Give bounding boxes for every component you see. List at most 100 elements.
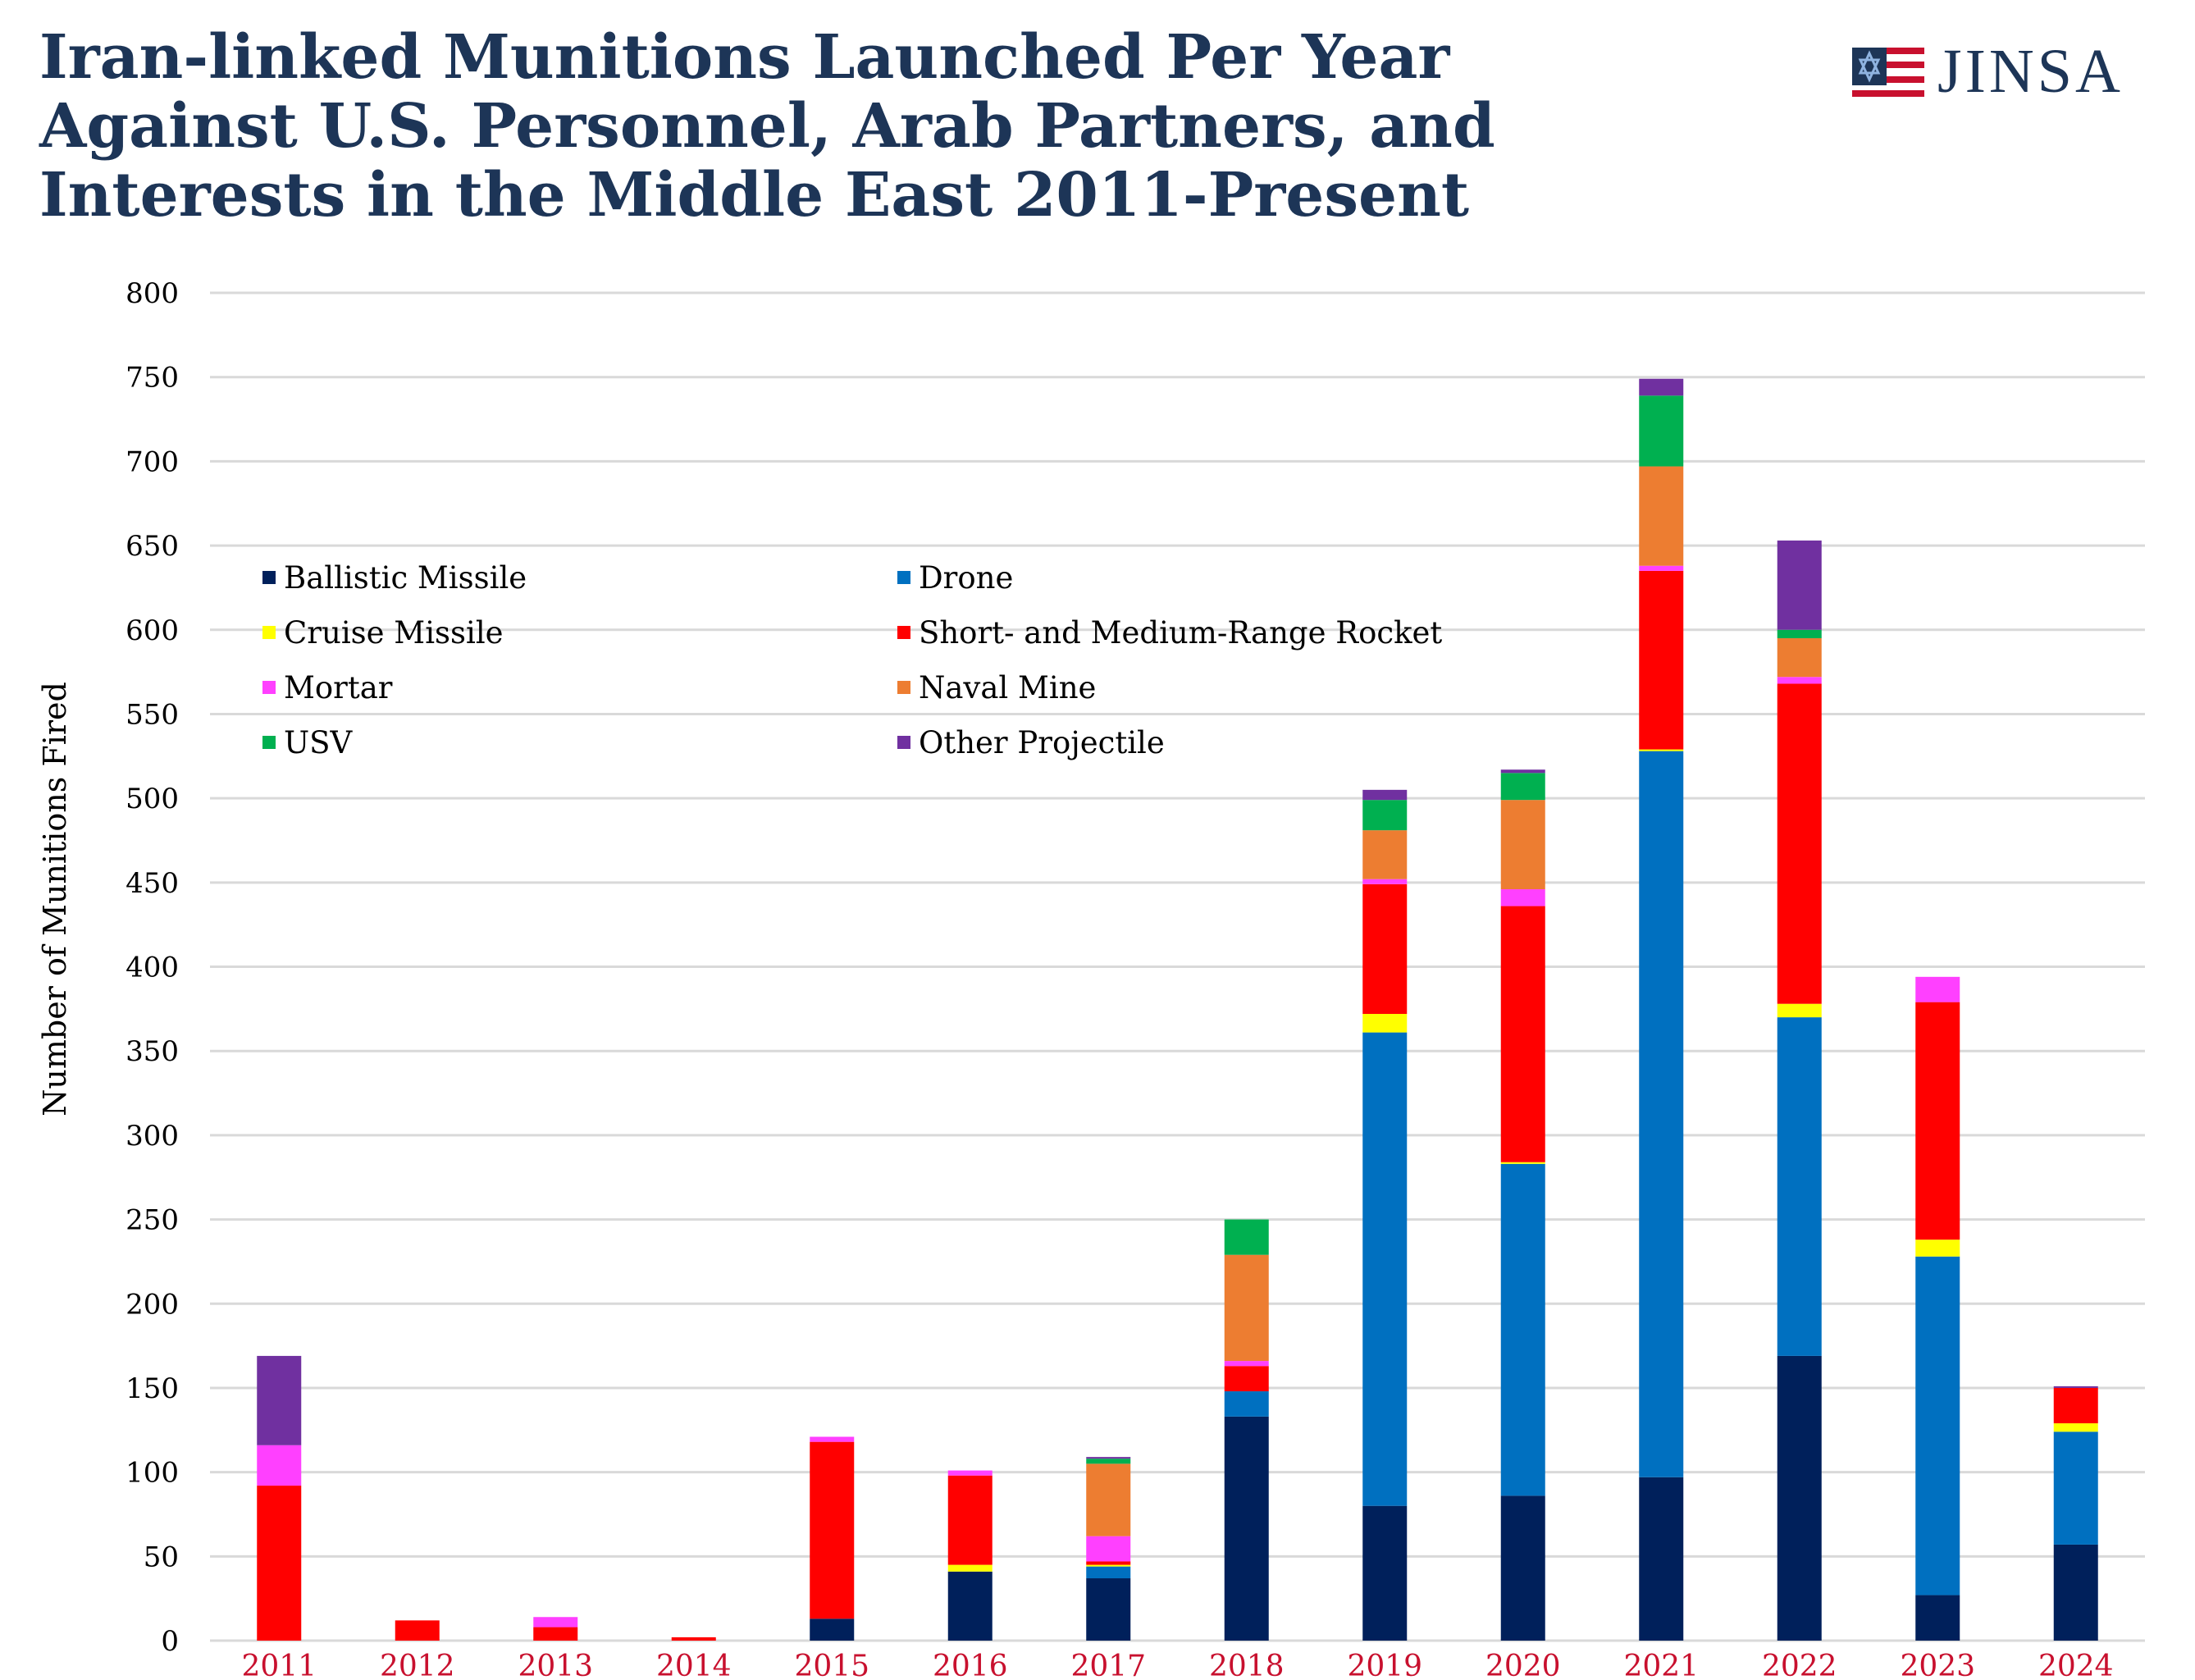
bar-segment-short-and-medium-range-rocket-2021 bbox=[1639, 570, 1684, 750]
y-tick-label: 750 bbox=[125, 362, 179, 395]
bar-segment-short-and-medium-range-rocket-2014 bbox=[671, 1637, 716, 1641]
bar-segment-ballistic-missile-2023 bbox=[1915, 1595, 1960, 1641]
bar-segment-cruise-missile-2021 bbox=[1639, 749, 1684, 751]
y-tick-label: 400 bbox=[125, 952, 179, 984]
bar-segment-short-and-medium-range-rocket-2024 bbox=[2053, 1387, 2098, 1424]
bar-segment-usv-2018 bbox=[1224, 1219, 1269, 1255]
x-tick-label: 2021 bbox=[1623, 1650, 1699, 1680]
x-tick-label: 2016 bbox=[933, 1650, 1008, 1680]
bar-segment-mortar-2011 bbox=[257, 1445, 302, 1486]
bar-segment-mortar-2018 bbox=[1224, 1361, 1269, 1367]
y-tick-label: 100 bbox=[125, 1457, 179, 1490]
bar-segment-mortar-2016 bbox=[947, 1470, 993, 1476]
bar-segment-naval-mine-2018 bbox=[1224, 1254, 1269, 1362]
bar-segment-mortar-2020 bbox=[1500, 889, 1545, 906]
legend-swatch bbox=[897, 736, 910, 749]
x-tick-label: 2019 bbox=[1347, 1650, 1422, 1680]
bar-segment-ballistic-missile-2015 bbox=[810, 1618, 855, 1641]
x-tick-label: 2013 bbox=[518, 1650, 593, 1680]
bar-segment-ballistic-missile-2021 bbox=[1639, 1477, 1684, 1641]
bar-segment-mortar-2021 bbox=[1639, 565, 1684, 571]
x-tick-label: 2018 bbox=[1209, 1650, 1285, 1680]
legend-label: Cruise Missile bbox=[284, 615, 504, 651]
logo-text: JINSA bbox=[1937, 37, 2124, 106]
x-tick-label: 2015 bbox=[794, 1650, 869, 1680]
bar-segment-other-projectile-2011 bbox=[257, 1355, 302, 1445]
legend-swatch bbox=[262, 626, 276, 639]
bars bbox=[257, 378, 2098, 1641]
legend-swatch bbox=[897, 571, 910, 584]
bar-segment-cruise-missile-2016 bbox=[947, 1564, 993, 1572]
y-tick-label: 250 bbox=[125, 1204, 179, 1237]
legend-label: Short- and Medium-Range Rocket bbox=[919, 615, 1442, 651]
y-axis-title: Number of Munitions Fired bbox=[37, 682, 73, 1116]
bar-segment-ballistic-missile-2024 bbox=[2053, 1544, 2098, 1641]
legend-label: Other Projectile bbox=[919, 725, 1165, 760]
x-tick-label: 2011 bbox=[241, 1650, 317, 1680]
bar-segment-ballistic-missile-2020 bbox=[1500, 1495, 1545, 1641]
bar-segment-mortar-2019 bbox=[1362, 879, 1408, 884]
x-tick-label: 2020 bbox=[1485, 1650, 1561, 1680]
y-tick-label: 700 bbox=[125, 445, 179, 478]
bar-segment-cruise-missile-2022 bbox=[1777, 1003, 1822, 1018]
x-tick-label: 2022 bbox=[1762, 1650, 1837, 1680]
legend-label: Mortar bbox=[284, 670, 393, 705]
bar-segment-usv-2019 bbox=[1362, 800, 1408, 831]
title-line-2: Against U.S. Personnel, Arab Partners, a… bbox=[39, 91, 1495, 162]
x-tick-label: 2023 bbox=[1900, 1650, 1975, 1680]
bar-segment-other-projectile-2017 bbox=[1086, 1457, 1131, 1459]
y-tick-label: 800 bbox=[125, 277, 179, 310]
bar-segment-usv-2021 bbox=[1639, 395, 1684, 467]
bar-segment-naval-mine-2022 bbox=[1777, 638, 1822, 678]
bar-segment-drone-2019 bbox=[1362, 1032, 1408, 1506]
legend-swatch bbox=[897, 681, 910, 694]
bar-segment-ballistic-missile-2018 bbox=[1224, 1416, 1269, 1641]
bar-segment-short-and-medium-range-rocket-2023 bbox=[1915, 1002, 1960, 1240]
legend-swatch bbox=[262, 736, 276, 749]
y-tick-label: 650 bbox=[125, 530, 179, 563]
legend-label: Ballistic Missile bbox=[284, 560, 527, 596]
bar-segment-cruise-missile-2023 bbox=[1915, 1239, 1960, 1257]
bar-segment-naval-mine-2019 bbox=[1362, 830, 1408, 879]
bar-segment-short-and-medium-range-rocket-2017 bbox=[1086, 1561, 1131, 1565]
y-tick-label: 150 bbox=[125, 1372, 179, 1405]
chart-title: Iran-linked Munitions Launched Per Year … bbox=[39, 23, 1598, 230]
x-tick-label: 2024 bbox=[2038, 1650, 2114, 1680]
legend-label: Drone bbox=[919, 560, 1013, 596]
bar-segment-naval-mine-2017 bbox=[1086, 1463, 1131, 1536]
flag-star-icon bbox=[1852, 47, 1924, 97]
legend-label: USV bbox=[284, 725, 354, 760]
y-tick-label: 300 bbox=[125, 1120, 179, 1153]
y-tick-label: 0 bbox=[161, 1625, 179, 1658]
legend: Ballistic Missile Drone Cruise Missile Shor… bbox=[262, 560, 1442, 760]
y-axis-ticks: 0 50 100 150 200 250 300 350 400 450 500 550 600 650 7… bbox=[125, 277, 179, 1658]
bar-segment-other-projectile-2020 bbox=[1500, 769, 1545, 774]
legend-swatch bbox=[897, 626, 910, 639]
bar-segment-drone-2023 bbox=[1915, 1256, 1960, 1596]
bar-segment-drone-2017 bbox=[1086, 1566, 1131, 1579]
x-tick-label: 2017 bbox=[1070, 1650, 1146, 1680]
bar-segment-usv-2017 bbox=[1086, 1459, 1131, 1464]
title-line-1: Iran-linked Munitions Launched Per Year bbox=[39, 22, 1450, 93]
bar-segment-drone-2022 bbox=[1777, 1017, 1822, 1356]
y-tick-label: 450 bbox=[125, 867, 179, 900]
bar-segment-mortar-2023 bbox=[1915, 976, 1960, 1002]
bar-segment-usv-2020 bbox=[1500, 773, 1545, 801]
bar-segment-mortar-2015 bbox=[810, 1436, 855, 1442]
bar-segment-ballistic-missile-2019 bbox=[1362, 1505, 1408, 1641]
bar-segment-short-and-medium-range-rocket-2020 bbox=[1500, 906, 1545, 1162]
x-tick-label: 2012 bbox=[380, 1650, 455, 1680]
bar-segment-drone-2018 bbox=[1224, 1391, 1269, 1417]
y-tick-label: 550 bbox=[125, 698, 179, 731]
bar-segment-cruise-missile-2020 bbox=[1500, 1162, 1545, 1164]
legend-label: Naval Mine bbox=[919, 670, 1096, 705]
jinsa-logo: JINSA bbox=[1852, 36, 2124, 107]
bar-segment-ballistic-missile-2016 bbox=[947, 1571, 993, 1641]
bar-segment-other-projectile-2019 bbox=[1362, 789, 1408, 801]
bar-segment-short-and-medium-range-rocket-2012 bbox=[395, 1620, 440, 1641]
bar-segment-drone-2024 bbox=[2053, 1431, 2098, 1545]
y-tick-label: 50 bbox=[144, 1541, 179, 1573]
x-tick-label: 2014 bbox=[656, 1650, 732, 1680]
bar-segment-short-and-medium-range-rocket-2022 bbox=[1777, 683, 1822, 1004]
